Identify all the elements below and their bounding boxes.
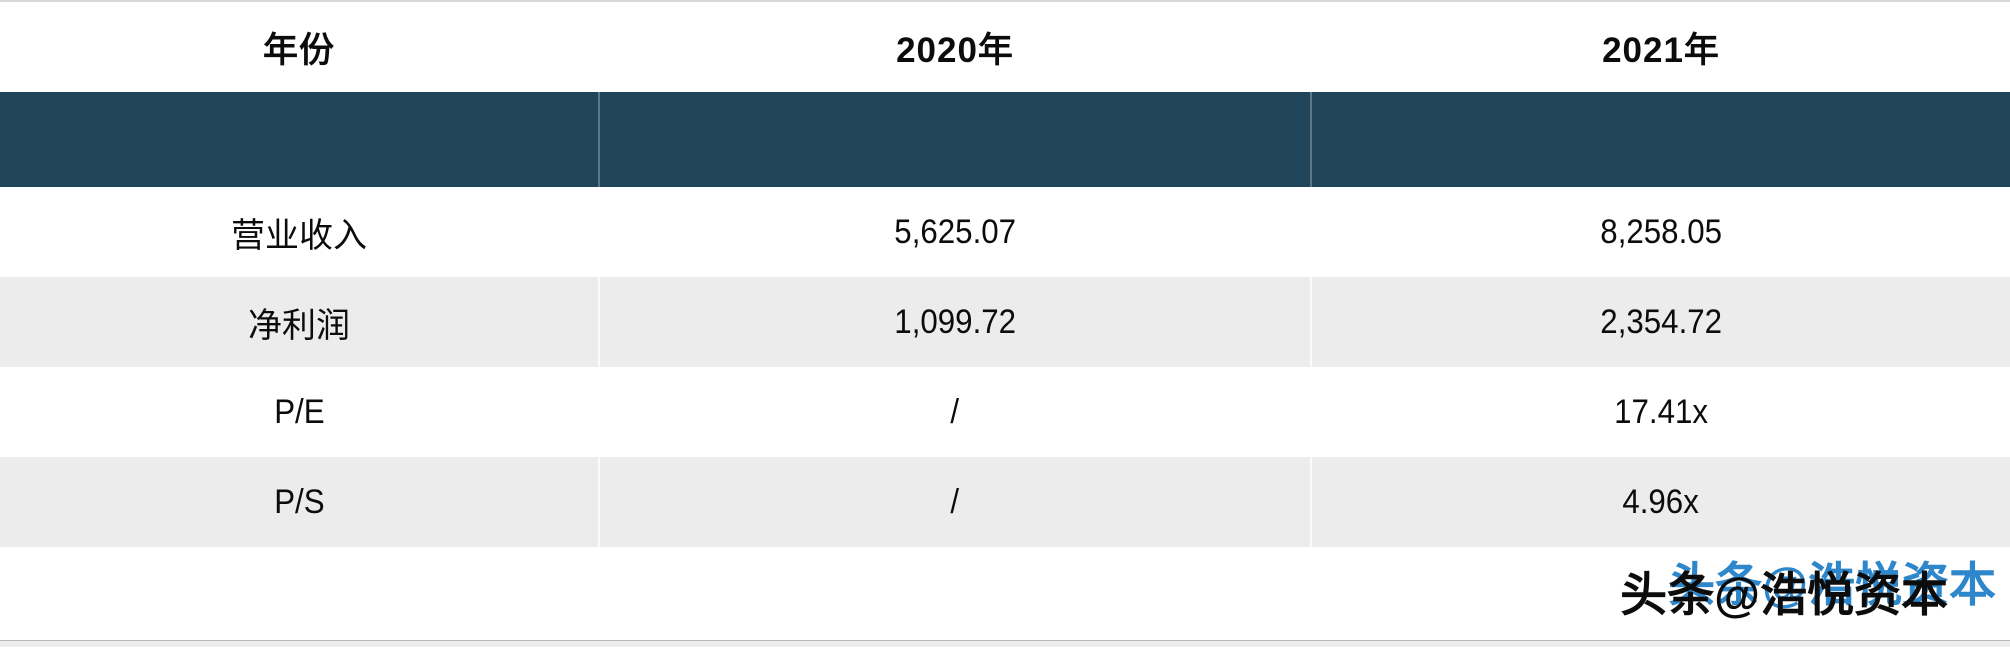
value-cell-2020: /	[598, 457, 1310, 547]
value-cell-2020: 1,099.72	[598, 277, 1310, 367]
header-cell-year: 年份	[0, 2, 598, 92]
header-label-2020: 2020年	[896, 30, 1014, 70]
row-label-cell: 净利润	[248, 306, 350, 345]
banner-cell	[0, 92, 598, 187]
header-cell-2020: 2020年	[598, 2, 1310, 92]
row-label-cell: 营业收入	[231, 216, 367, 255]
banner-cell	[1310, 92, 2010, 187]
row-label-cell: P/E	[273, 392, 325, 431]
value-cell-2021: 4.96x	[1310, 457, 2010, 547]
header-cell-2021: 2021年	[1310, 2, 2010, 92]
table-header-row: 年份 2020年 2021年	[0, 2, 2010, 92]
value-cell-2020: 5,625.07	[894, 212, 1016, 251]
value-cell-2020: /	[950, 392, 960, 431]
row-label-cell: P/S	[273, 482, 325, 521]
banner-cell	[598, 92, 1310, 187]
value-cell-2021: 2,354.72	[1310, 277, 2010, 367]
table-row: P/E / 17.41x	[0, 367, 2010, 457]
watermark-black-layer: 头条@浩悦资本	[1620, 568, 1948, 621]
table-row: P/S / 4.96x	[0, 457, 2010, 547]
banner-row	[0, 92, 2010, 187]
bottom-strip	[0, 640, 2010, 647]
watermark: 头条@浩悦资本 头条@浩悦资本	[1620, 560, 1996, 622]
watermark-blue-layer: 头条@浩悦资本	[1668, 558, 1996, 611]
value-cell-2021: 8,258.05	[1600, 212, 1722, 251]
header-label-year: 年份	[262, 30, 335, 70]
table-body: 营业收入 5,625.07 8,258.05 净利润 1,099.72 2,35…	[0, 187, 2010, 547]
header-label-2021: 2021年	[1602, 30, 1720, 70]
table-row: 净利润 1,099.72 2,354.72	[0, 277, 2010, 367]
value-cell-2021: 17.41x	[1614, 392, 1708, 431]
footer-row	[0, 547, 2010, 640]
table-row: 营业收入 5,625.07 8,258.05	[0, 187, 2010, 277]
